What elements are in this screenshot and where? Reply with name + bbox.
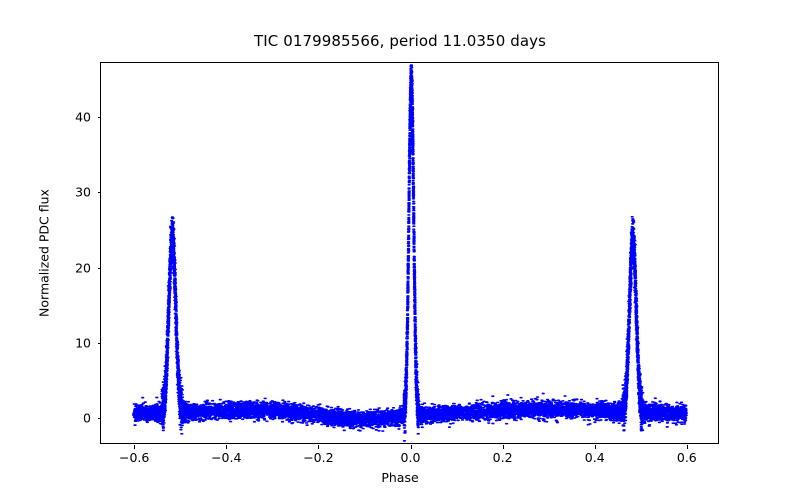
x-axis-label: Phase (381, 470, 419, 485)
y-tick-label: 0 (83, 410, 91, 426)
x-tick-mark (226, 445, 228, 449)
x-tick-mark (686, 445, 688, 449)
x-tick-label: −0.4 (211, 450, 242, 465)
y-tick-label: 20 (75, 260, 91, 276)
x-tick-mark (134, 445, 136, 449)
x-tick-mark (410, 445, 412, 449)
y-tick-label: 10 (75, 335, 91, 351)
x-tick-label: 0.4 (584, 450, 605, 465)
y-tick-label: 40 (75, 109, 91, 125)
y-tick-mark (97, 192, 101, 194)
y-axis-label: Normalized PDC flux (36, 189, 52, 317)
y-tick-mark (97, 117, 101, 119)
x-tick-label: −0.6 (118, 450, 150, 465)
x-tick-mark (594, 445, 596, 449)
x-tick-mark (502, 445, 504, 449)
x-tick-mark (318, 445, 320, 449)
y-tick-mark (97, 267, 101, 269)
x-tick-label: 0.6 (676, 450, 697, 465)
y-tick-mark (97, 342, 101, 344)
scatter-series-layer (132, 64, 688, 442)
y-tick-label: 30 (75, 184, 91, 200)
chart-title: TIC 0179985566, period 11.0350 days (253, 32, 547, 50)
data-points (132, 64, 688, 442)
y-axis-ticks: 0 10 20 30 40 (75, 63, 718, 443)
plot-axes: 0 10 20 30 40 −0.6 −0.4 −0.2 0.0 0.2 0.4 0.6 (75, 62, 719, 465)
x-tick-label: 0.0 (400, 450, 421, 465)
plot-area (101, 63, 718, 443)
x-axis-ticks: −0.6 −0.4 −0.2 0.0 0.2 0.4 0.6 (101, 63, 718, 465)
y-tick-mark (97, 417, 101, 419)
x-tick-label: 0.2 (492, 450, 513, 465)
x-tick-label: −0.2 (303, 450, 334, 465)
